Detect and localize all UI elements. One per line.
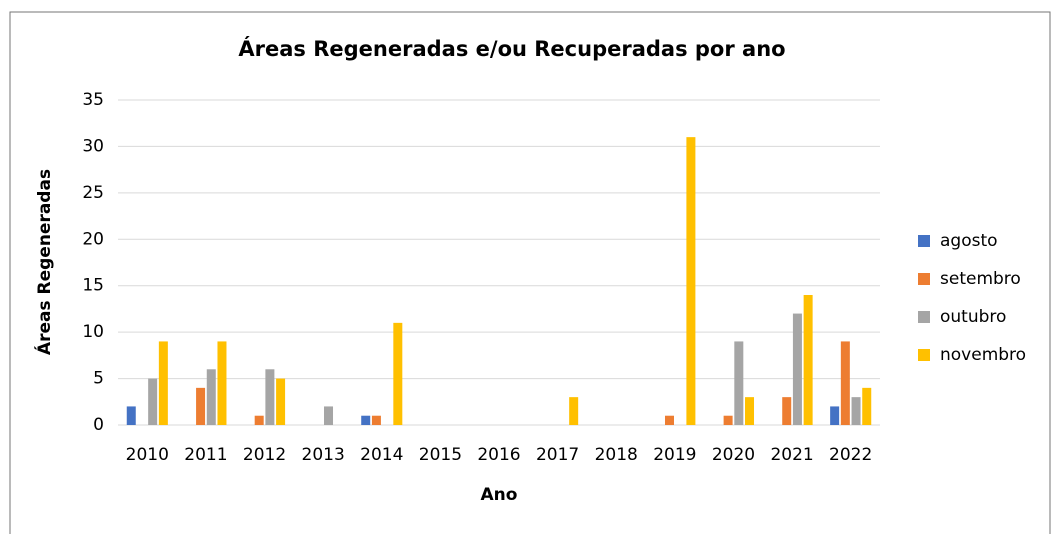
legend-label: outubro <box>940 307 1006 327</box>
legend-swatch <box>918 273 930 285</box>
x-tick-label: 2014 <box>360 445 403 465</box>
bar <box>371 415 381 425</box>
bar <box>664 415 674 425</box>
y-tick-label: 5 <box>93 369 104 389</box>
x-tick-label: 2018 <box>595 445 638 465</box>
x-axis-title: Ano <box>481 485 518 505</box>
bar <box>276 378 286 425</box>
x-tick-label: 2016 <box>477 445 520 465</box>
bar <box>840 341 850 425</box>
y-tick-label: 30 <box>82 136 104 156</box>
legend-label: agosto <box>940 231 998 251</box>
bar <box>745 397 755 425</box>
bar <box>851 397 861 425</box>
bar <box>126 406 136 425</box>
x-tick-label: 2022 <box>829 445 872 465</box>
bar <box>862 387 872 425</box>
legend-swatch <box>918 235 930 247</box>
bar <box>361 415 371 425</box>
legend-swatch <box>918 349 930 361</box>
y-axis-title: Áreas Regeneradas <box>33 169 55 355</box>
bar <box>792 313 802 425</box>
bar <box>830 406 840 425</box>
x-tick-label: 2010 <box>126 445 169 465</box>
bar <box>148 378 158 425</box>
legend-label: novembro <box>940 345 1026 365</box>
x-tick-label: 2021 <box>770 445 813 465</box>
x-tick-label: 2020 <box>712 445 755 465</box>
bar <box>782 397 792 425</box>
y-tick-label: 0 <box>93 415 104 435</box>
x-tick-label: 2012 <box>243 445 286 465</box>
bar <box>158 341 168 425</box>
x-tick-label: 2011 <box>184 445 227 465</box>
bar <box>206 369 216 425</box>
bar <box>803 295 813 425</box>
y-tick-label: 15 <box>82 276 104 296</box>
legend-label: setembro <box>940 269 1021 289</box>
bar <box>393 322 403 425</box>
x-tick-label: 2015 <box>419 445 462 465</box>
bar <box>569 397 579 425</box>
x-tick-label: 2013 <box>302 445 345 465</box>
bar <box>686 137 696 425</box>
bar <box>254 415 264 425</box>
chart-frame <box>9 11 1051 534</box>
bar <box>324 406 334 425</box>
y-tick-label: 35 <box>82 90 104 110</box>
chart-title: Áreas Regeneradas e/ou Recuperadas por a… <box>238 36 785 61</box>
bar <box>734 341 744 425</box>
y-tick-label: 25 <box>82 183 104 203</box>
y-tick-label: 20 <box>82 229 104 249</box>
bar <box>217 341 227 425</box>
bar <box>723 415 733 425</box>
legend-swatch <box>918 311 930 323</box>
bar <box>265 369 275 425</box>
y-tick-label: 10 <box>82 322 104 342</box>
x-tick-label: 2019 <box>653 445 696 465</box>
bar <box>196 387 206 425</box>
x-tick-label: 2017 <box>536 445 579 465</box>
